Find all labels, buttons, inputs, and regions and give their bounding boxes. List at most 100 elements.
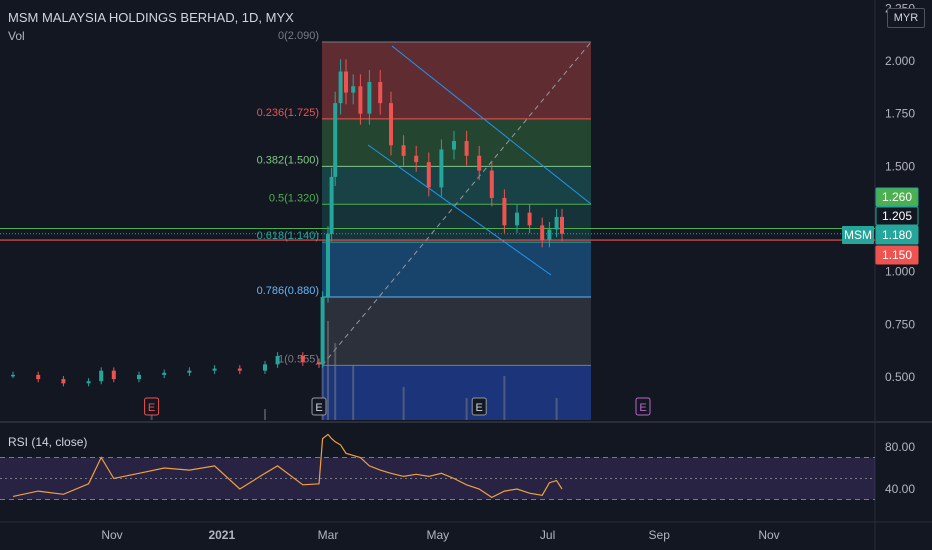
price-axis-tick: 1.500 bbox=[885, 159, 915, 173]
candle bbox=[527, 212, 532, 226]
price-label: 1.260 bbox=[882, 190, 912, 204]
fib-level-label: 0.5(1.320) bbox=[269, 192, 319, 204]
candle bbox=[489, 170, 494, 198]
channel-lower bbox=[367, 144, 552, 276]
candle bbox=[515, 212, 519, 226]
candle bbox=[389, 103, 393, 146]
symbol-title[interactable]: MSM MALAYSIA HOLDINGS BERHAD, 1D, MYX bbox=[8, 10, 294, 25]
candle bbox=[86, 381, 91, 384]
fib-level-label: 0.236(1.725) bbox=[257, 107, 319, 119]
candle bbox=[326, 233, 330, 297]
candle bbox=[263, 364, 267, 371]
candle bbox=[358, 86, 363, 114]
candle bbox=[333, 103, 338, 177]
price-label-box bbox=[875, 245, 919, 265]
candle bbox=[414, 155, 419, 163]
price-axis-tick: 0.500 bbox=[885, 370, 915, 384]
earnings-marker bbox=[311, 397, 327, 416]
time-axis-tick: 2021 bbox=[208, 528, 235, 542]
fib-level-label: 0.382(1.500) bbox=[257, 154, 319, 166]
rsi-label[interactable]: RSI (14, close) bbox=[8, 435, 88, 449]
candle bbox=[401, 145, 406, 156]
rsi-axis-tick: 80.00 bbox=[885, 440, 915, 454]
fib-level-label: 0(2.090) bbox=[278, 30, 319, 42]
fib-zone bbox=[322, 118, 591, 167]
candle bbox=[11, 374, 15, 377]
time-axis-tick: Sep bbox=[649, 528, 671, 542]
earnings-marker bbox=[144, 397, 160, 416]
volume-bar bbox=[402, 387, 405, 420]
time-axis-tick: Jul bbox=[540, 528, 555, 542]
candle bbox=[540, 225, 545, 241]
candle bbox=[317, 362, 321, 365]
volume-bar bbox=[264, 409, 266, 420]
candle bbox=[378, 82, 383, 104]
earnings-marker-label: E bbox=[315, 402, 322, 414]
fib-zone bbox=[322, 242, 591, 297]
time-axis-tick: Mar bbox=[318, 528, 339, 542]
candle bbox=[111, 370, 116, 380]
earnings-marker bbox=[471, 397, 487, 416]
fib-zone bbox=[322, 296, 591, 366]
volume-bar bbox=[352, 365, 355, 420]
earnings-marker-label: E bbox=[148, 402, 155, 414]
fib-level-label: 1(0.555) bbox=[278, 353, 319, 365]
candle bbox=[452, 141, 456, 150]
volume-bar bbox=[503, 376, 506, 420]
price-label-box bbox=[875, 187, 919, 207]
currency-badge[interactable]: MYR bbox=[887, 8, 925, 28]
time-axis-tick: Nov bbox=[758, 528, 779, 542]
price-label: 1.205 bbox=[882, 209, 912, 223]
candle bbox=[61, 379, 66, 384]
candle bbox=[300, 355, 305, 363]
symbol-tag: MSM bbox=[844, 228, 872, 242]
earnings-marker-label: E bbox=[476, 402, 483, 414]
volume-bar bbox=[327, 321, 329, 420]
candle bbox=[477, 155, 482, 171]
fib-level-label: 0.618(1.140) bbox=[257, 230, 319, 242]
channel-upper bbox=[391, 45, 592, 205]
symbol-tag-box bbox=[842, 226, 874, 244]
fib-zone bbox=[322, 204, 591, 243]
time-axis-tick: Nov bbox=[101, 528, 122, 542]
rsi-line bbox=[12, 433, 563, 499]
candle bbox=[329, 176, 334, 234]
candle bbox=[99, 370, 104, 382]
candle bbox=[162, 372, 167, 375]
price-axis-tick: 0.750 bbox=[885, 317, 915, 331]
candle bbox=[560, 216, 564, 234]
fib-trend-line bbox=[321, 41, 592, 366]
fib-zone bbox=[322, 166, 591, 205]
fib-zone bbox=[322, 42, 591, 119]
candle bbox=[237, 368, 242, 371]
price-label: 1.150 bbox=[882, 248, 912, 262]
candle bbox=[344, 71, 348, 93]
price-label-box bbox=[875, 206, 919, 226]
candle bbox=[36, 374, 41, 380]
price-axis-tick: 1.000 bbox=[885, 265, 915, 279]
candle bbox=[338, 71, 343, 104]
candle bbox=[351, 86, 356, 93]
candle bbox=[187, 370, 192, 373]
candle bbox=[426, 162, 431, 188]
candle bbox=[547, 229, 552, 241]
candle bbox=[367, 82, 372, 114]
candle bbox=[320, 296, 325, 365]
chart-header: MSM MALAYSIA HOLDINGS BERHAD, 1D, MYX Vo… bbox=[8, 10, 294, 43]
volume-label: Vol bbox=[8, 29, 25, 43]
candle bbox=[554, 216, 559, 230]
candle bbox=[137, 374, 141, 380]
candle bbox=[439, 149, 444, 188]
volume-bar bbox=[555, 398, 558, 420]
time-axis-tick: May bbox=[426, 528, 449, 542]
candle bbox=[502, 197, 507, 226]
price-axis-tick: 1.750 bbox=[885, 107, 915, 121]
price-label-box bbox=[875, 225, 919, 245]
earnings-marker-label: E bbox=[639, 402, 646, 414]
fib-level-label: 0.786(0.880) bbox=[257, 285, 319, 297]
price-axis-tick: 2.000 bbox=[885, 54, 915, 68]
earnings-marker bbox=[635, 397, 651, 416]
volume-bar bbox=[465, 398, 468, 420]
fib-zone bbox=[322, 365, 591, 420]
